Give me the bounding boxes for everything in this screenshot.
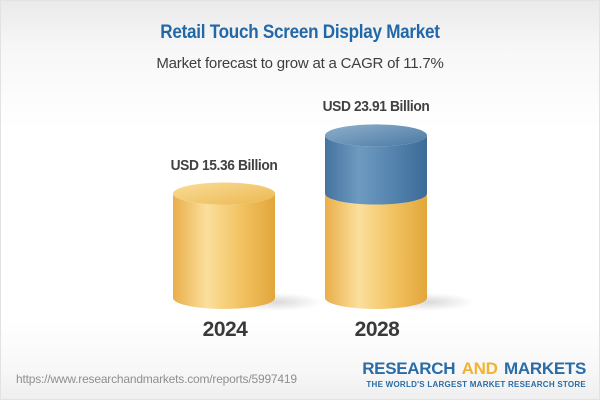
value-label-2028: USD 23.91 Billion: [322, 99, 430, 115]
value-label-2024: USD 15.36 Billion: [170, 158, 278, 174]
logo-wordmark: RESEARCH AND MARKETS: [362, 359, 586, 379]
bar-2028-segment-base: [325, 193, 427, 309]
axis-label-2024: 2024: [202, 318, 248, 341]
bar-2024-segment-base: [173, 193, 275, 309]
axis-label-2028: 2028: [354, 318, 400, 341]
bar-2028-top-face: [325, 124, 427, 147]
logo-word-and: AND: [461, 359, 498, 378]
bar-2024-top-face: [173, 182, 275, 205]
bar-2028-segment-growth: [325, 135, 427, 205]
logo-word-research: RESEARCH: [362, 359, 456, 378]
bar-2024: [173, 182, 322, 311]
chart-title: Retail Touch Screen Display Market: [160, 22, 440, 43]
research-and-markets-logo: RESEARCH AND MARKETS THE WORLD'S LARGEST…: [362, 359, 586, 389]
chart-subtitle: Market forecast to grow at a CAGR of 11.…: [156, 55, 444, 72]
logo-word-markets: MARKETS: [504, 359, 586, 378]
report-url: https://www.researchandmarkets.com/repor…: [16, 372, 297, 386]
bar-2028: [325, 124, 474, 311]
logo-tagline: THE WORLD'S LARGEST MARKET RESEARCH STOR…: [366, 379, 586, 389]
